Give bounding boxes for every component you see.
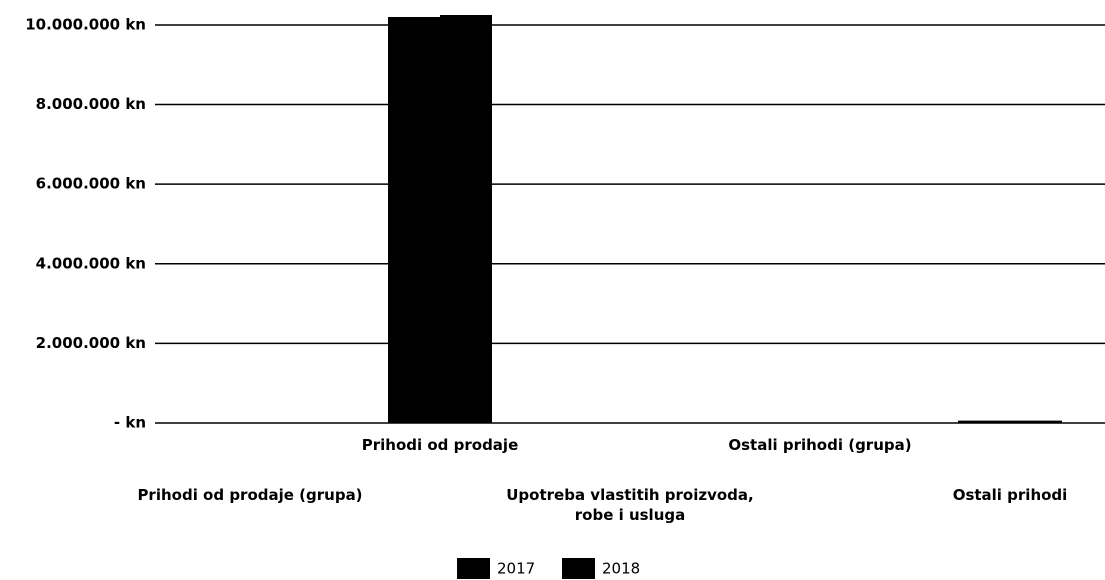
y-tick-label: 6.000.000 kn [36, 175, 146, 193]
y-tick-label: 8.000.000 kn [36, 95, 146, 113]
x-tick-label: Prihodi od prodaje [361, 436, 519, 454]
legend-swatch [457, 558, 490, 579]
bar [388, 16, 440, 424]
x-tick-label: Ostali prihodi (grupa) [728, 436, 912, 454]
y-tick-label: 10.000.000 kn [25, 15, 146, 33]
y-tick-label: 4.000.000 kn [36, 254, 146, 272]
bar [1010, 420, 1062, 423]
bar [958, 420, 1010, 423]
legend-label: 2018 [602, 560, 640, 578]
x-tick-label: Ostali prihodi [952, 486, 1068, 504]
y-tick-label: 2.000.000 kn [36, 334, 146, 352]
x-tick-label: Upotreba vlastitih proizvoda, robe i usl… [506, 486, 754, 524]
legend-swatch [562, 558, 595, 579]
bar [440, 15, 492, 423]
x-tick-label: Prihodi od prodaje (grupa) [137, 486, 363, 504]
y-tick-label: - kn [114, 414, 146, 432]
legend-label: 2017 [497, 560, 535, 578]
